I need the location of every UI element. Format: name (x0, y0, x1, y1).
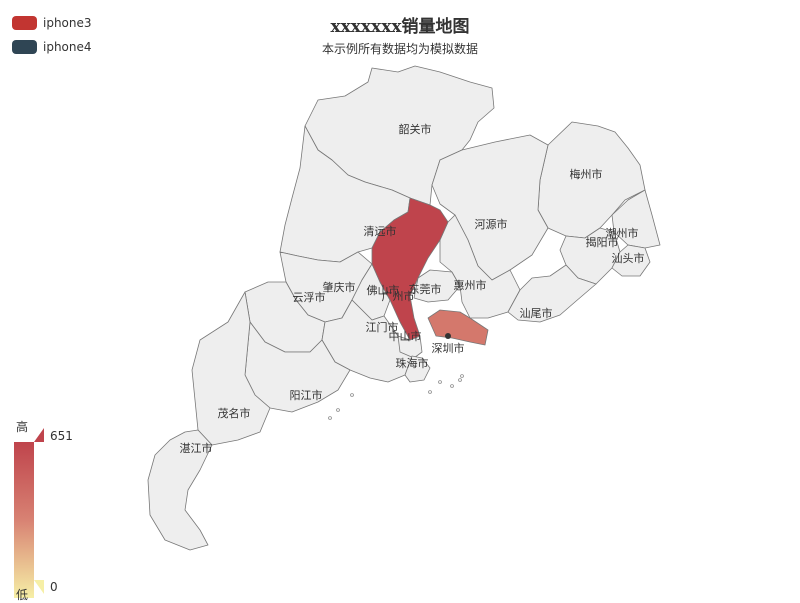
legend-swatch-iphone4 (12, 40, 37, 54)
map-island (438, 380, 442, 384)
map-label-湛江市: 湛江市 (180, 441, 213, 455)
visual-map: 高 651 0 低 (12, 418, 92, 602)
legend: iphone3 iphone4 (12, 12, 92, 60)
map-region-深圳市[interactable] (427, 309, 489, 346)
map-island (428, 390, 432, 394)
map-label-清远市: 清远市 (364, 224, 397, 238)
visual-map-gradient-bar[interactable] (14, 442, 34, 598)
map-label-江门市: 江门市 (366, 320, 399, 334)
map-label-佛山市: 佛山市 (367, 283, 400, 297)
visual-map-max-value: 651 (50, 429, 73, 443)
map-island (336, 408, 340, 412)
map-region-广州市[interactable] (371, 197, 449, 341)
map-point-marker (445, 333, 451, 339)
legend-label-iphone3: iphone3 (43, 16, 92, 30)
map-label-汕尾市: 汕尾市 (520, 306, 553, 320)
map-label-阳江市: 阳江市 (290, 388, 323, 402)
legend-item-iphone3[interactable]: iphone3 (12, 12, 92, 34)
map-label-河源市: 河源市 (475, 217, 508, 231)
legend-item-iphone4[interactable]: iphone4 (12, 36, 92, 58)
map-region-潮州市[interactable] (611, 189, 661, 249)
visual-map-max-handle[interactable] (34, 428, 44, 442)
map-label-云浮市: 云浮市 (293, 290, 326, 304)
map-region-湛江市[interactable] (147, 429, 213, 551)
chart-subtitle: 本示例所有数据均为模拟数据 (321, 42, 478, 56)
visual-map-high-label: 高 (16, 420, 29, 434)
legend-swatch-iphone3 (12, 16, 37, 30)
visual-map-min-value: 0 (50, 580, 58, 594)
legend-label-iphone4: iphone4 (43, 40, 92, 54)
visual-map-low-label: 低 (16, 588, 29, 602)
map-label-茂名市: 茂名市 (218, 406, 251, 420)
map-label-深圳市: 深圳市 (432, 341, 465, 355)
chart-title: xxxxxxx销量地图 (330, 17, 470, 37)
map-label-广州市: 广州市 (382, 289, 415, 303)
map-label-梅州市: 梅州市 (570, 167, 603, 181)
map-label-中山市: 中山市 (389, 329, 422, 343)
map-region-东莞市[interactable] (413, 269, 461, 303)
map-region-珠海市[interactable] (404, 355, 431, 383)
map-label-惠州市: 惠州市 (454, 278, 487, 292)
map-label-肇庆市: 肇庆市 (323, 280, 356, 294)
map-region-汕尾市[interactable] (507, 264, 597, 323)
map-island (328, 416, 332, 420)
map-label-潮州市: 潮州市 (606, 226, 639, 240)
map-region-茂名市[interactable] (191, 291, 271, 446)
map-region-惠州市[interactable] (439, 214, 521, 319)
map-label-汕头市: 汕头市 (612, 251, 645, 265)
map-region-汕头市[interactable] (611, 244, 651, 277)
visual-map-min-handle[interactable] (34, 580, 44, 594)
map-island (458, 378, 462, 382)
map-label-珠海市: 珠海市 (396, 356, 429, 370)
map-label-韶关市: 韶关市 (399, 122, 432, 136)
map-island (460, 374, 464, 378)
map-label-东莞市: 东莞市 (409, 282, 442, 296)
map-island (350, 393, 354, 397)
map-label-揭阳市: 揭阳市 (586, 235, 619, 249)
map-island (450, 384, 454, 388)
